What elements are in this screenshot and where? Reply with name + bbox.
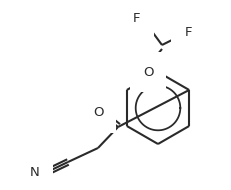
- Text: F: F: [133, 12, 141, 25]
- Text: N: N: [30, 165, 40, 178]
- Text: O: O: [93, 107, 103, 120]
- Text: F: F: [184, 25, 192, 39]
- Text: O: O: [143, 66, 153, 78]
